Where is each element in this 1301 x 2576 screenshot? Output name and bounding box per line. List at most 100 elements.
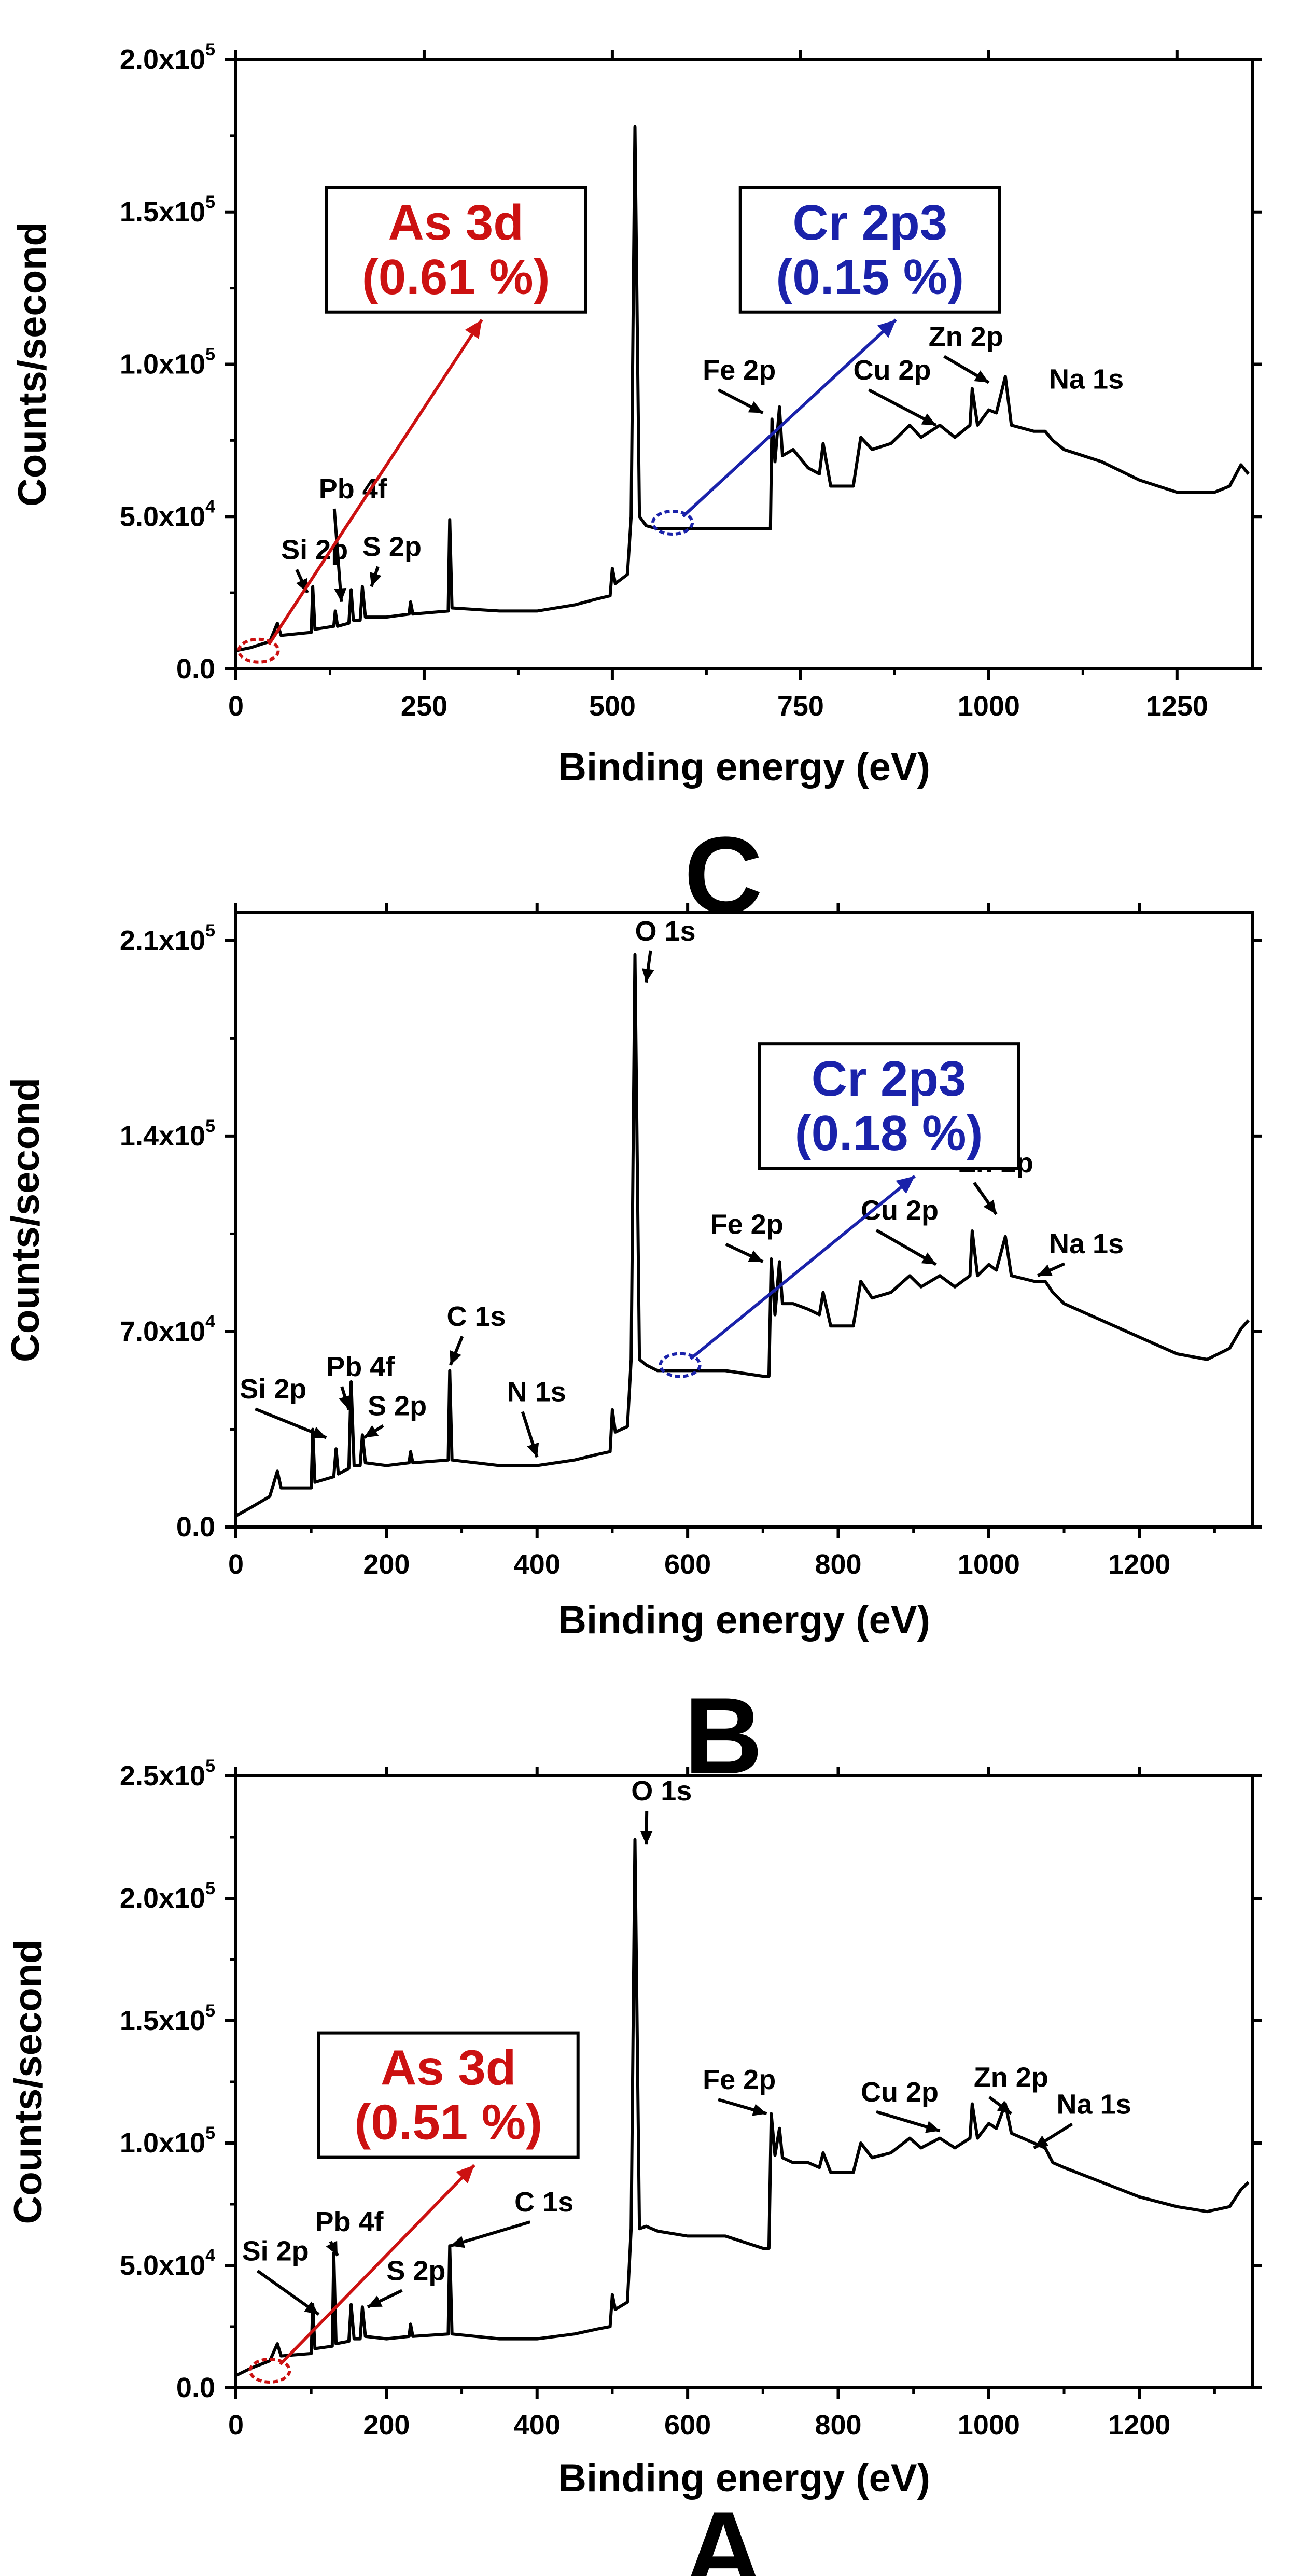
x-tick-label: 200 xyxy=(363,1549,410,1580)
y-tick-mantissa: 2.0x10 xyxy=(120,44,205,75)
peak-label: Si 2p xyxy=(240,1374,306,1405)
peak-label: Pb 4f xyxy=(326,1351,395,1382)
peak-arrow-head xyxy=(368,2295,383,2307)
y-tick-label: 1.0x105 xyxy=(120,345,215,380)
callout-marker xyxy=(237,637,280,664)
y-tick-mantissa: 2.0x10 xyxy=(120,1883,205,1914)
y-tick-label: 2.5x105 xyxy=(120,1756,215,1791)
peak-arrow-head xyxy=(921,413,936,425)
callout-percent-label: (0.61 %) xyxy=(362,249,550,305)
x-tick-label: 500 xyxy=(589,691,636,722)
callout-box xyxy=(758,1042,1020,1170)
peak-arrow-head xyxy=(974,370,989,383)
y-tick-mantissa: 2.1x10 xyxy=(120,925,205,956)
y-tick-exponent: 5 xyxy=(205,1756,215,1776)
x-tick-label: 0 xyxy=(228,2410,244,2441)
y-tick-label: 5.0x104 xyxy=(120,2246,215,2281)
y-tick-mantissa: 1.0x10 xyxy=(120,349,205,380)
spectrum-line xyxy=(235,953,1250,1518)
peak-arrow-head xyxy=(640,1830,653,1845)
callout-arrow-line xyxy=(268,319,483,646)
panel-letter: C xyxy=(684,814,763,936)
peak-label: Si 2p xyxy=(242,2236,309,2267)
x-axis-title: Binding energy (eV) xyxy=(558,1598,930,1642)
callout-arrow-line xyxy=(682,318,897,518)
y-tick-exponent: 5 xyxy=(205,2001,215,2021)
peak-arrow-head xyxy=(1033,2135,1049,2148)
peak-label: Na 1s xyxy=(1049,364,1124,395)
y-tick-exponent: 5 xyxy=(205,192,215,212)
callout-marker xyxy=(651,510,694,536)
callout-element-label: Cr 2p3 xyxy=(812,1051,967,1107)
peak-arrow-head xyxy=(369,571,382,587)
x-tick-label: 1000 xyxy=(958,691,1020,722)
peak-label: Zn 2p xyxy=(974,2062,1048,2093)
peak-arrow-line xyxy=(450,2220,531,2248)
y-tick-exponent: 4 xyxy=(205,497,215,516)
x-axis-title: Binding energy (eV) xyxy=(558,745,930,789)
spectrum-line xyxy=(235,1838,1250,2377)
peak-label: S 2p xyxy=(368,1391,427,1422)
y-tick-exponent: 5 xyxy=(205,40,215,60)
callout-element-label: Cr 2p3 xyxy=(792,195,947,250)
peak-arrow-head xyxy=(983,1199,997,1214)
y-tick-label: 0.0 xyxy=(176,1511,215,1543)
y-axis-title: Counts/second xyxy=(6,1940,50,2224)
peak-label: O 1s xyxy=(635,916,695,947)
callout-arrow-line xyxy=(689,1174,916,1360)
y-tick-mantissa: 5.0x10 xyxy=(120,501,205,532)
peak-arrow-head xyxy=(997,2101,1012,2114)
x-tick-label: 800 xyxy=(815,2410,861,2441)
y-tick-exponent: 5 xyxy=(205,345,215,365)
x-tick-label: 1200 xyxy=(1108,2410,1170,2441)
peak-label: Na 1s xyxy=(1057,2089,1131,2120)
y-tick-exponent: 5 xyxy=(205,1116,215,1136)
peak-label: Pb 4f xyxy=(315,2206,384,2237)
x-tick-label: 600 xyxy=(664,2410,711,2441)
x-tick-label: 750 xyxy=(777,691,824,722)
plot-frame xyxy=(234,911,1254,1529)
y-tick-label: 7.0x104 xyxy=(120,1312,215,1347)
y-tick-label: 2.1x105 xyxy=(120,921,215,956)
y-tick-label: 1.5x105 xyxy=(120,2001,215,2036)
y-tick-label: 0.0 xyxy=(176,2372,215,2403)
callout-arrow-head xyxy=(877,319,896,338)
callout-arrow-head xyxy=(465,319,482,339)
peak-arrow-head xyxy=(748,401,763,413)
callout-arrow-head xyxy=(896,1176,915,1194)
y-tick-mantissa: 1.5x10 xyxy=(120,197,205,228)
peak-label: S 2p xyxy=(386,2255,445,2286)
x-tick-label: 1200 xyxy=(1108,1549,1170,1580)
peak-arrow-head xyxy=(450,1350,461,1365)
callout-marker xyxy=(248,2357,291,2384)
callout-percent-label: (0.18 %) xyxy=(795,1105,983,1161)
callout-element-label: As 3d xyxy=(388,195,524,250)
peak-label: C 1s xyxy=(447,1301,506,1332)
peak-label: Na 1s xyxy=(1049,1228,1124,1259)
panel-a: 0 200 400 600 800 1000 12000.05.0x1041.0x1051.… xyxy=(6,1756,1262,2576)
callout-percent-label: (0.51 %) xyxy=(354,2095,542,2150)
y-tick-exponent: 4 xyxy=(205,2246,215,2265)
peak-label: Fe 2p xyxy=(703,355,776,386)
x-tick-label: 400 xyxy=(514,2410,561,2441)
x-tick-label: 600 xyxy=(664,1549,711,1580)
x-tick-label: 400 xyxy=(514,1549,561,1580)
peak-arrow-head xyxy=(752,2104,767,2116)
y-tick-exponent: 5 xyxy=(205,2123,215,2143)
callout-box xyxy=(738,186,1001,314)
peak-label: Fe 2p xyxy=(703,2064,776,2095)
y-tick-mantissa: 1.0x10 xyxy=(120,2127,205,2159)
peak-arrow-head xyxy=(326,2241,338,2256)
x-tick-label: 1000 xyxy=(958,1549,1020,1580)
panel-letter: B xyxy=(684,1675,763,1797)
x-axis-title: Binding energy (eV) xyxy=(558,2456,930,2500)
y-tick-label: 2.0x105 xyxy=(120,1879,215,1914)
x-tick-label: 1000 xyxy=(958,2410,1020,2441)
peak-label: O 1s xyxy=(631,1775,692,1807)
peak-arrow-head xyxy=(311,1426,327,1439)
callout-marker xyxy=(659,1352,702,1378)
peak-arrow-head xyxy=(304,2301,319,2315)
y-tick-exponent: 4 xyxy=(205,1312,215,1332)
peak-arrow-head xyxy=(1038,1264,1053,1276)
panel-b: 0 200 400 600 800 1000 12000.07.0x1041.4x1052.… xyxy=(4,903,1262,1797)
